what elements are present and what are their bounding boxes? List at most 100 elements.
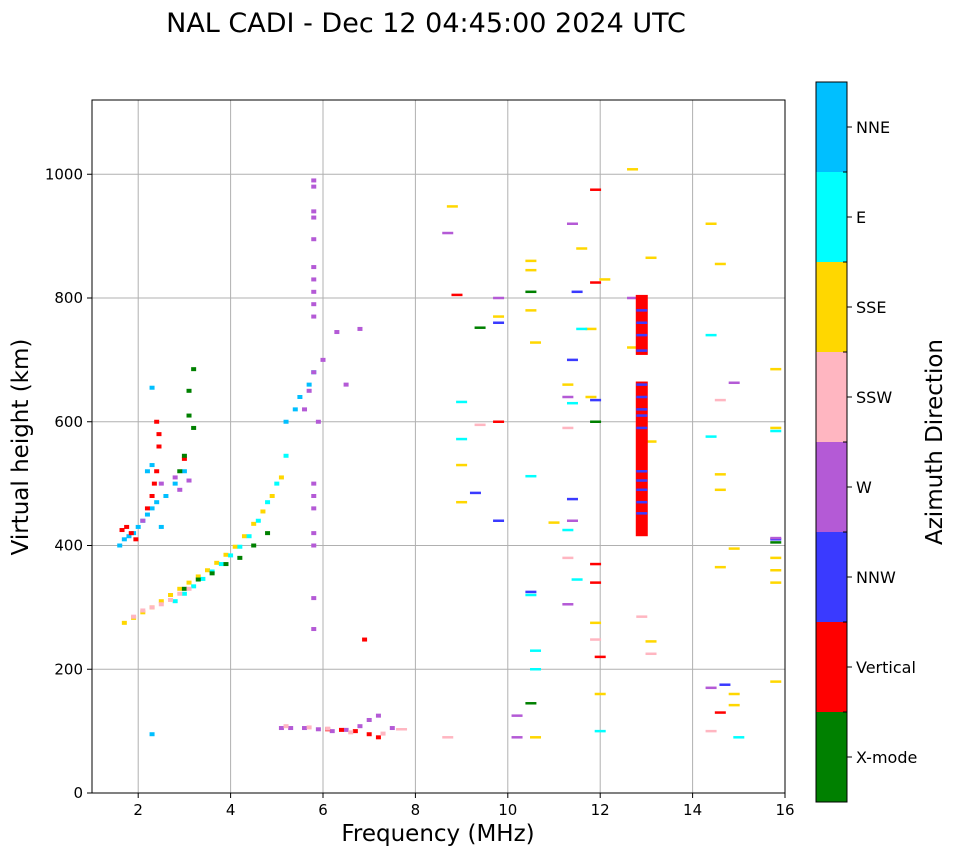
data-point	[149, 385, 155, 390]
x-axis-label: Frequency (MHz)	[341, 821, 534, 847]
data-point	[375, 735, 381, 740]
data-point	[251, 521, 257, 526]
data-point	[311, 209, 317, 214]
data-point	[636, 470, 648, 473]
data-point	[163, 494, 169, 498]
data-point	[728, 381, 740, 385]
data-point	[311, 531, 317, 536]
data-point	[357, 724, 363, 729]
data-point	[645, 256, 657, 260]
series-high-frequency-clutter-e	[456, 327, 782, 739]
colorbar-swatch-nne	[816, 82, 847, 172]
colorbar-swatch-nnw	[816, 532, 847, 622]
data-point	[246, 534, 252, 539]
data-point	[585, 327, 597, 331]
data-point	[719, 683, 731, 686]
data-point	[456, 437, 468, 441]
data-point	[474, 423, 486, 427]
data-point	[770, 536, 782, 540]
data-point	[232, 544, 238, 549]
data-point	[705, 729, 717, 733]
data-point	[311, 302, 317, 307]
data-point	[590, 562, 602, 566]
data-point	[191, 584, 197, 589]
colorbar-tick-label: Vertical	[856, 658, 916, 677]
data-point	[121, 620, 127, 625]
data-point	[585, 395, 597, 399]
data-point	[186, 580, 192, 585]
data-point	[456, 463, 468, 467]
x-tick-label: 10	[498, 801, 517, 819]
data-point	[705, 686, 717, 690]
data-point	[469, 491, 481, 495]
data-marks	[117, 168, 782, 740]
data-point	[530, 649, 542, 652]
data-point	[292, 407, 298, 412]
data-point	[705, 333, 717, 337]
data-point	[158, 481, 164, 486]
data-point	[149, 463, 155, 468]
data-point	[442, 736, 454, 739]
colorbar-tick-label: NNE	[856, 118, 890, 137]
data-point	[714, 565, 726, 569]
data-point	[315, 727, 321, 732]
data-point	[251, 543, 257, 548]
series-6-mhz-column	[311, 178, 317, 632]
data-point	[283, 419, 289, 424]
data-point	[343, 382, 349, 387]
data-point	[311, 314, 317, 319]
series-high-frequency-clutter-vertical	[451, 188, 726, 714]
data-point	[158, 599, 164, 604]
data-point	[733, 736, 745, 739]
y-axis: 0 200 400 600 800 1000	[45, 165, 92, 802]
data-point	[228, 553, 234, 558]
data-point	[149, 494, 155, 498]
data-point	[177, 487, 183, 492]
data-point	[566, 497, 578, 501]
data-point	[283, 453, 289, 458]
data-point	[599, 278, 611, 281]
data-point	[186, 586, 192, 591]
data-point	[566, 519, 578, 522]
data-point	[389, 726, 395, 731]
data-point	[149, 506, 155, 511]
data-point	[456, 400, 468, 404]
data-point	[241, 534, 247, 539]
data-point	[636, 349, 648, 352]
data-point	[177, 586, 183, 591]
data-point	[140, 518, 146, 523]
data-point	[149, 605, 155, 610]
data-point	[311, 481, 317, 486]
data-point	[126, 534, 132, 539]
series-high-frequency-clutter-nnw	[469, 290, 782, 686]
data-point	[302, 407, 308, 412]
data-point	[205, 568, 210, 573]
colorbar-tick-label: X-mode	[856, 748, 917, 767]
data-point	[311, 215, 317, 220]
data-point	[636, 512, 648, 515]
data-point	[186, 413, 192, 418]
data-point	[636, 488, 648, 492]
data-point	[306, 382, 312, 387]
data-point	[117, 543, 123, 548]
data-point	[636, 383, 648, 386]
data-point	[705, 435, 717, 438]
data-point	[191, 367, 197, 372]
data-point	[306, 725, 312, 730]
data-point	[590, 621, 602, 625]
data-point	[525, 309, 537, 312]
data-point	[151, 481, 157, 486]
data-point	[278, 726, 284, 731]
data-point	[562, 603, 574, 606]
data-point	[770, 581, 782, 584]
data-point	[311, 506, 317, 511]
data-point	[325, 726, 331, 731]
data-point	[714, 711, 726, 714]
data-point	[315, 419, 321, 424]
y-tick-label: 600	[54, 413, 83, 431]
data-point	[265, 531, 271, 536]
data-point	[511, 736, 523, 739]
series-f-layer-o-trace	[121, 475, 284, 625]
data-point	[124, 524, 130, 529]
